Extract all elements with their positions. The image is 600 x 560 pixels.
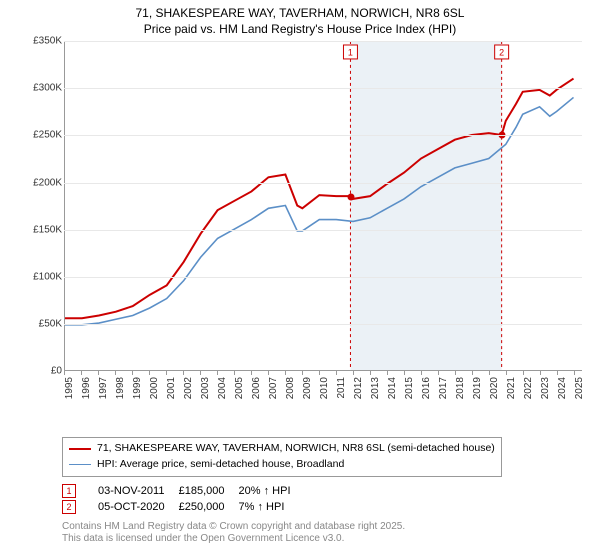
x-tick [149,371,150,375]
y-gridline [64,135,582,136]
event-date: 03-NOV-2011 [98,483,179,499]
chart-title: 71, SHAKESPEARE WAY, TAVERHAM, NORWICH, … [10,6,590,37]
y-gridline [64,88,582,89]
x-tick [540,371,541,375]
x-tick [455,371,456,375]
x-tick [268,371,269,375]
x-tick [387,371,388,375]
x-tick [81,371,82,375]
event-price: £250,000 [179,499,239,515]
legend-swatch [69,464,91,465]
y-axis-label: £100K [18,271,62,282]
event-row: 2 05-OCT-2020£250,0007% ↑ HPI [62,499,305,515]
event-date: 05-OCT-2020 [98,499,179,515]
marker-number: 2 [499,48,504,58]
x-tick [574,371,575,375]
x-tick [421,371,422,375]
y-axis-label: £50K [18,319,62,330]
x-tick [217,371,218,375]
footer-line-1: Contains HM Land Registry data © Crown c… [62,521,590,534]
x-tick [251,371,252,375]
event-marker-box: 1 [62,484,76,498]
footer-attribution: Contains HM Land Registry data © Crown c… [62,521,590,546]
event-price: £185,000 [179,483,239,499]
x-tick [115,371,116,375]
x-tick [472,371,473,375]
event-vs-hpi: 7% ↑ HPI [239,499,305,515]
legend-row: 71, SHAKESPEARE WAY, TAVERHAM, NORWICH, … [69,441,495,457]
x-tick [438,371,439,375]
event-marker-box: 2 [62,500,76,514]
x-tick [302,371,303,375]
y-axis-label: £300K [18,83,62,94]
y-axis-label: £200K [18,177,62,188]
event-row: 1 03-NOV-2011£185,00020% ↑ HPI [62,483,305,499]
legend-label: HPI: Average price, semi-detached house,… [97,457,344,473]
y-gridline [64,41,582,42]
x-tick [166,371,167,375]
event-vs-hpi: 20% ↑ HPI [239,483,305,499]
y-axis-label: £350K [18,36,62,47]
x-tick [336,371,337,375]
x-tick [489,371,490,375]
y-axis-label: £0 [18,366,62,377]
x-tick [98,371,99,375]
legend-swatch [69,448,91,450]
chart-area: 12 £0£50K£100K£150K£200K£250K£300K£350K1… [22,41,582,401]
marker-dot [348,193,355,200]
x-tick [506,371,507,375]
x-axis-label: 2025 [574,377,600,399]
y-axis-label: £150K [18,224,62,235]
events-table: 1 03-NOV-2011£185,00020% ↑ HPI 2 05-OCT-202… [62,483,590,515]
y-gridline [64,277,582,278]
x-tick [200,371,201,375]
title-sub: Price paid vs. HM Land Registry's House … [10,22,590,38]
x-tick [132,371,133,375]
legend-label: 71, SHAKESPEARE WAY, TAVERHAM, NORWICH, … [97,441,495,457]
title-main: 71, SHAKESPEARE WAY, TAVERHAM, NORWICH, … [10,6,590,22]
y-gridline [64,230,582,231]
legend: 71, SHAKESPEARE WAY, TAVERHAM, NORWICH, … [62,437,502,477]
x-tick [370,371,371,375]
x-tick [64,371,65,375]
y-gridline [64,183,582,184]
marker-number: 1 [348,48,353,58]
legend-row: HPI: Average price, semi-detached house,… [69,457,495,473]
x-tick [285,371,286,375]
y-axis-label: £250K [18,130,62,141]
chart-svg: 12 [65,41,582,370]
y-gridline [64,324,582,325]
x-tick [523,371,524,375]
shaded-region [350,41,501,370]
x-tick [183,371,184,375]
footer-line-2: This data is licensed under the Open Gov… [62,533,590,546]
x-tick [557,371,558,375]
x-tick [404,371,405,375]
plot-region: 12 [64,41,582,371]
x-tick [319,371,320,375]
x-tick [234,371,235,375]
x-tick [353,371,354,375]
